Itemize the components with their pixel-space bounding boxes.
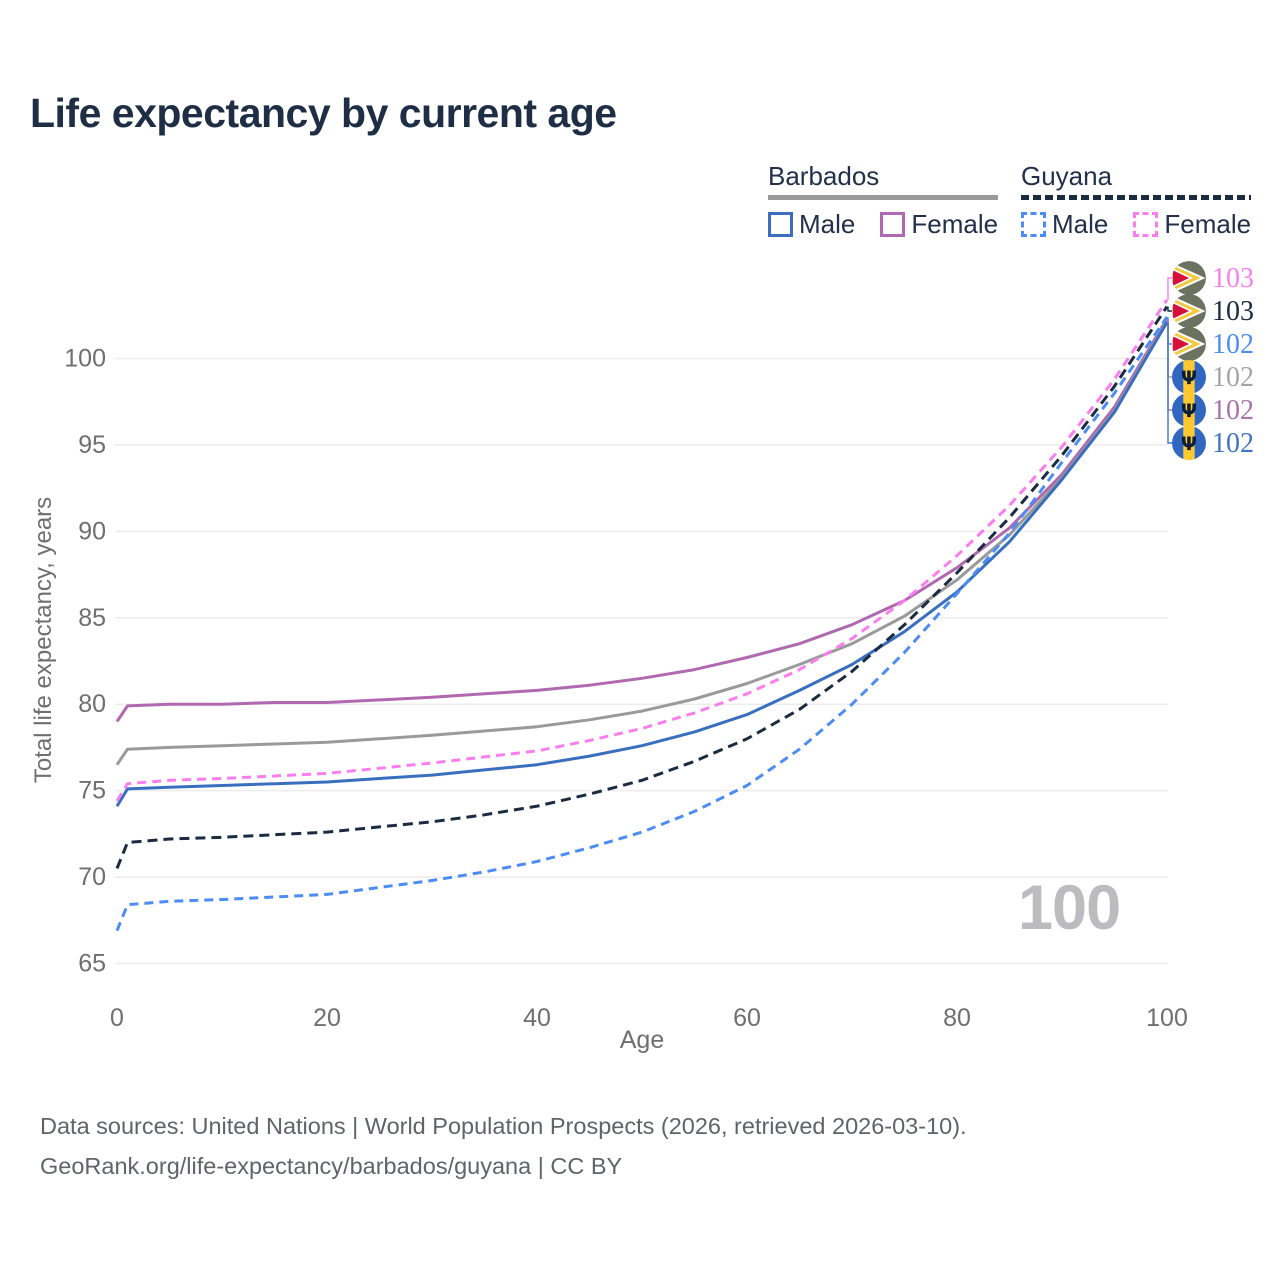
legend-item-label: Male [1052,209,1109,239]
barbados-flag-icon: Ψ [1172,360,1206,394]
page-title: Life expectancy by current age [30,90,617,136]
guyana-flag-icon [1172,261,1206,295]
legend-underline [768,195,999,200]
watermark-age-indicator: 100 [1018,873,1121,943]
y-tick-label: 70 [78,863,106,891]
end-label-guyana-all[interactable]: 103 [1167,294,1254,328]
y-tick-label: 80 [78,690,106,718]
end-label-barbados-all[interactable]: Ψ 102 [1167,320,1254,395]
x-tick-label: 80 [943,1004,971,1032]
line-guyana-male[interactable] [115,316,1169,932]
y-tick-label: 90 [78,517,106,545]
barbados-flag-icon: Ψ [1172,426,1206,460]
end-label-barbados-male[interactable]: Ψ 102 [1167,322,1254,460]
legend-item-guyana-female[interactable]: Female [1133,209,1251,240]
x-axis-title: Age [619,1026,665,1054]
end-label-value: 102 [1212,395,1254,426]
footer: Data sources: United Nations | World Pop… [40,1106,967,1186]
x-tick-label: 0 [110,1004,124,1032]
y-tick-label: 65 [78,950,106,978]
legend-item-barbados-male[interactable]: Male [768,209,855,240]
legend-item-label: Male [799,209,856,239]
line-barbados-male[interactable] [115,321,1169,807]
legend-swatch [1133,212,1159,237]
line-guyana-all[interactable] [115,305,1169,869]
leader-line [1167,277,1172,300]
y-tick-label: 75 [78,777,106,805]
y-tick-label: 100 [64,345,106,373]
leader-line [1167,306,1172,312]
svg-text:Ψ: Ψ [1181,400,1197,422]
legend-group-guyana: Guyana Male Female [1021,161,1252,240]
legend-group-barbados: Barbados Male Female [768,161,999,240]
legend-swatch [880,212,906,237]
guyana-flag-icon [1172,294,1206,328]
footer-data-sources: Data sources: United Nations | World Pop… [40,1113,967,1139]
x-tick-label: 100 [1146,1004,1188,1032]
footer-source-link[interactable]: GeoRank.org/life-expectancy/barbados/guy… [40,1153,623,1179]
legend-underline [1021,195,1252,200]
line-barbados-female[interactable] [115,317,1169,723]
x-tick-label: 20 [313,1004,341,1032]
line-guyana-female[interactable] [115,298,1169,802]
leader-line [1167,322,1172,444]
line-barbados-all[interactable] [115,319,1169,766]
guyana-flag-icon [1172,327,1206,361]
end-label-value: 102 [1212,362,1254,393]
legend-item-label: Female [911,209,999,239]
end-label-value: 103 [1212,263,1254,294]
legend-item-label: Female [1164,209,1252,239]
x-tick-label: 40 [523,1004,551,1032]
end-label-value: 103 [1212,296,1254,327]
legend-group-title: Barbados [768,161,880,191]
end-label-value: 102 [1212,329,1254,360]
y-tick-label: 85 [78,604,106,632]
legend-item-barbados-female[interactable]: Female [880,209,998,240]
end-label-guyana-male[interactable]: 102 [1167,317,1254,361]
legend-item-guyana-male[interactable]: Male [1021,209,1108,240]
end-label-guyana-female[interactable]: 103 [1167,261,1254,300]
legend-swatch [1021,212,1046,237]
y-tick-label: 95 [78,431,106,459]
x-tick-label: 60 [733,1004,761,1032]
legend-swatch [768,212,793,237]
svg-text:Ψ: Ψ [1181,433,1197,455]
legend-group-title: Guyana [1021,161,1113,191]
svg-text:Ψ: Ψ [1181,367,1197,389]
end-label-value: 102 [1212,428,1254,459]
barbados-flag-icon: Ψ [1172,393,1206,427]
